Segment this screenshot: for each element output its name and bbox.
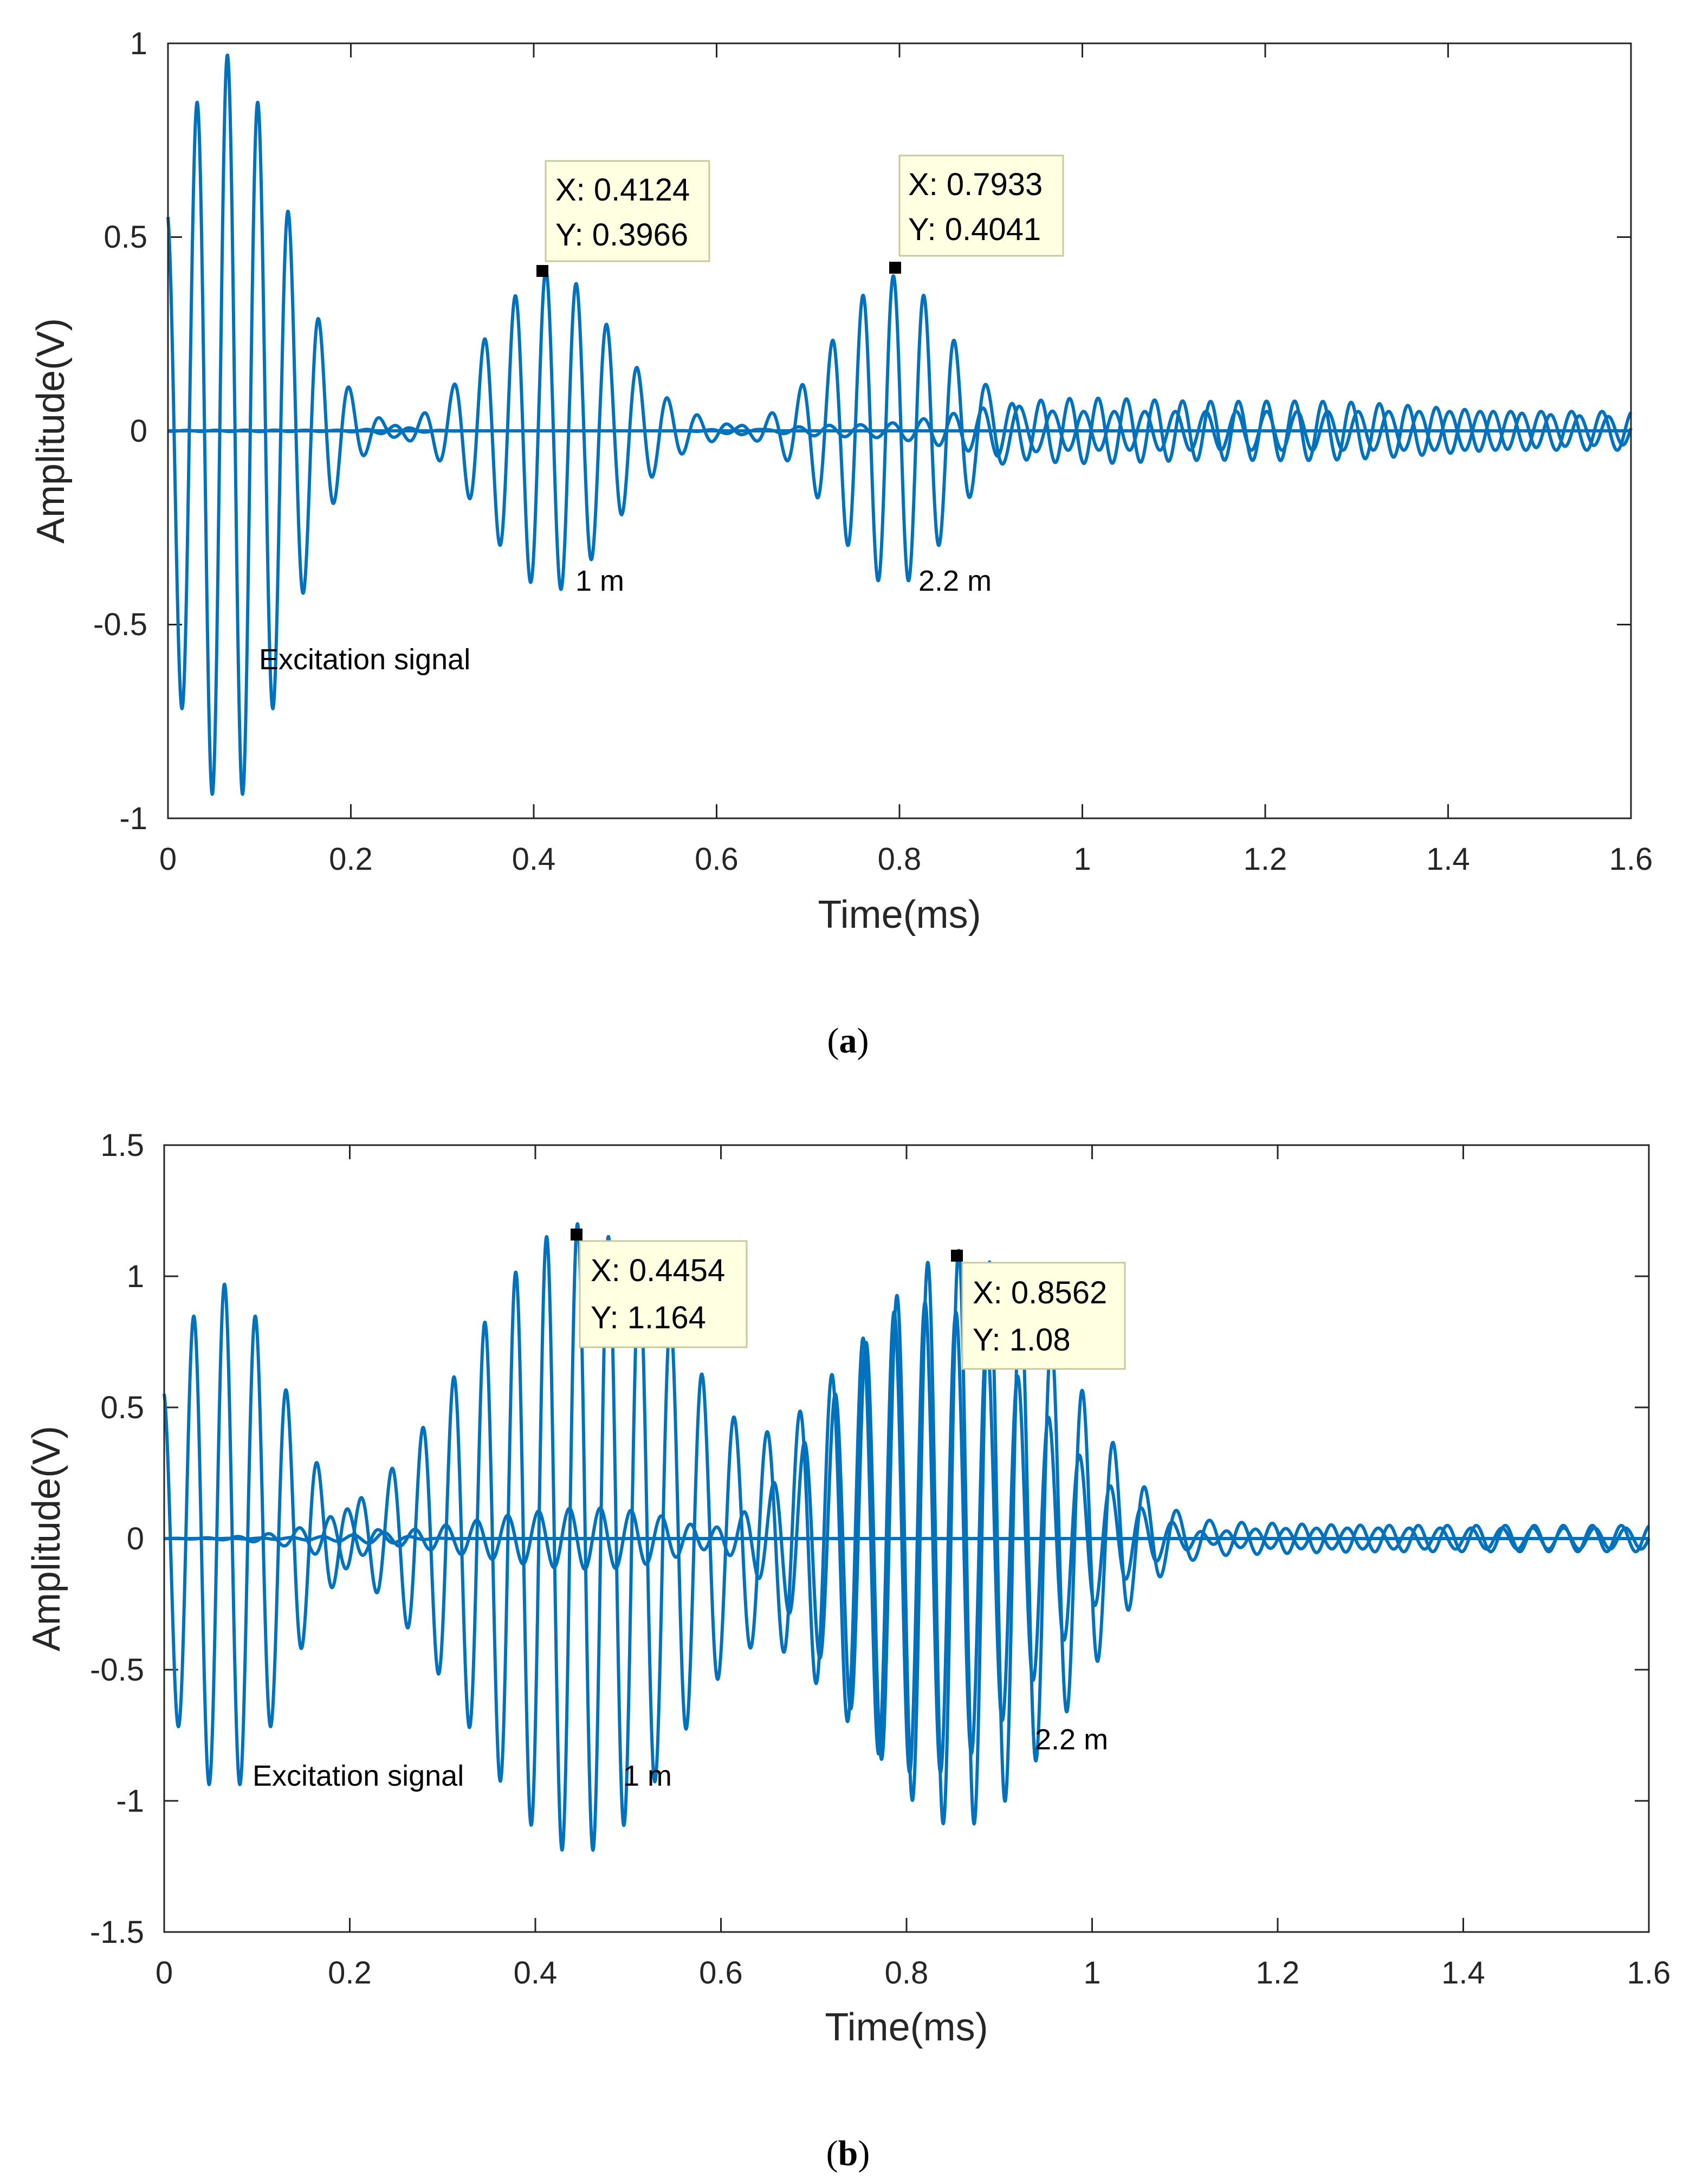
annotation-excitation: Excitation signal — [253, 1760, 464, 1792]
datatip-box — [579, 1240, 748, 1348]
y-tick-label: -0.5 — [90, 1652, 144, 1688]
x-tick-label: 1 — [1073, 842, 1091, 877]
x-tick-label: 1.2 — [1244, 842, 1287, 877]
datatip-x: X: 0.8562 — [973, 1275, 1107, 1310]
caption-a: (a) — [827, 1021, 869, 1061]
x-tick-label: 0.2 — [329, 842, 373, 877]
datatip-y: Y: 1.164 — [591, 1300, 706, 1335]
x-tick-label: 0.8 — [878, 842, 922, 877]
tick-labels-b: -1.5 -1 -0.5 0 0.5 1 1.5 0 0.2 0.4 0.6 0… — [90, 1128, 1671, 1991]
datatip-marker — [536, 265, 548, 277]
y-tick-label: 0 — [130, 413, 147, 449]
annotation-2-2m: 2.2 m — [1035, 1723, 1108, 1756]
y-tick-label: -1 — [116, 1784, 144, 1819]
y-tick-label: -1 — [119, 801, 147, 836]
annotation-1m: 1 m — [623, 1760, 672, 1792]
caption-b: (b) — [826, 2134, 870, 2173]
datatip-x: X: 0.7933 — [908, 167, 1043, 202]
annotations-a: Excitation signal 1 m 2.2 m — [259, 565, 992, 676]
datatip-marker — [571, 1229, 582, 1240]
axes-box-b — [163, 1144, 1650, 1933]
x-axis-label-a: Time(ms) — [818, 893, 981, 936]
x-tick-label: 1 — [1083, 1955, 1101, 1991]
series-line-received-2-2-m — [166, 274, 1633, 583]
y-axis-label-a: Amplitude(V) — [29, 318, 73, 544]
y-tick-label: -0.5 — [93, 607, 147, 642]
x-tick-label: 1.4 — [1426, 842, 1470, 877]
datatip-b-1[interactable]: X: 0.4454 Y: 1.164 — [571, 1229, 748, 1348]
annotation-2-2m: 2.2 m — [918, 565, 992, 597]
datatip-y: Y: 0.3966 — [555, 217, 688, 253]
datatip-box — [545, 160, 710, 262]
datatip-x: X: 0.4454 — [591, 1253, 725, 1288]
datatip-y: Y: 0.4041 — [908, 212, 1041, 247]
x-tick-label: 1.2 — [1256, 1955, 1300, 1991]
x-tick-label: 0.2 — [328, 1955, 372, 1991]
signal-lines-a — [166, 53, 1633, 796]
y-tick-label: 1 — [130, 26, 147, 61]
series-line-received-2-2-m — [163, 1249, 1650, 1826]
y-tick-label: 0 — [127, 1521, 144, 1556]
y-tick-label: 0.5 — [103, 219, 147, 255]
panel-b: -1.5 -1 -0.5 0 0.5 1 1.5 0 0.2 0.4 0.6 0… — [25, 1128, 1671, 2173]
y-tick-label: 1.5 — [100, 1128, 144, 1163]
x-tick-label: 1.6 — [1627, 1955, 1671, 1991]
datatip-box — [898, 154, 1064, 257]
y-tick-label: 0.5 — [100, 1390, 144, 1425]
x-tick-label: 0 — [159, 842, 177, 877]
series-line-received-1-m — [163, 1222, 1650, 1852]
x-tick-label: 0 — [156, 1955, 173, 1991]
x-tick-label: 0.4 — [512, 842, 556, 877]
axes-box-a — [167, 42, 1632, 819]
x-tick-label: 1.4 — [1441, 1955, 1485, 1991]
annotations-b: Excitation signal 1 m 2.2 m — [253, 1723, 1108, 1792]
datatip-a-1[interactable]: X: 0.4124 Y: 0.3966 — [536, 160, 710, 277]
x-tick-label: 0.4 — [514, 1955, 558, 1991]
y-tick-label: -1.5 — [90, 1915, 144, 1950]
x-tick-label: 0.6 — [699, 1955, 743, 1991]
y-tick-label: 1 — [127, 1259, 144, 1294]
tick-labels-a: -1 -0.5 0 0.5 1 0 0.2 0.4 0.6 0.8 1 1.2 … — [93, 26, 1653, 877]
annotation-excitation: Excitation signal — [259, 643, 470, 676]
x-tick-label: 0.8 — [885, 1955, 929, 1991]
datatip-marker — [889, 262, 901, 274]
panel-a: -1 -0.5 0 0.5 1 0 0.2 0.4 0.6 0.8 1 1.2 … — [29, 26, 1653, 1061]
x-axis-label-b: Time(ms) — [825, 2006, 988, 2049]
x-tick-label: 0.6 — [695, 842, 739, 877]
x-tick-label: 1.6 — [1609, 842, 1653, 877]
datatip-box — [961, 1262, 1126, 1370]
annotation-1m: 1 m — [575, 565, 624, 597]
datatip-b-2[interactable]: X: 0.8562 Y: 1.08 — [951, 1250, 1126, 1370]
signal-lines-b — [163, 1222, 1650, 1852]
y-axis-label-b: Amplitude(V) — [25, 1426, 68, 1651]
datatip-x: X: 0.4124 — [555, 172, 690, 208]
datatip-a-2[interactable]: X: 0.7933 Y: 0.4041 — [889, 154, 1064, 274]
datatip-y: Y: 1.08 — [973, 1322, 1071, 1358]
datatip-marker — [951, 1250, 963, 1262]
